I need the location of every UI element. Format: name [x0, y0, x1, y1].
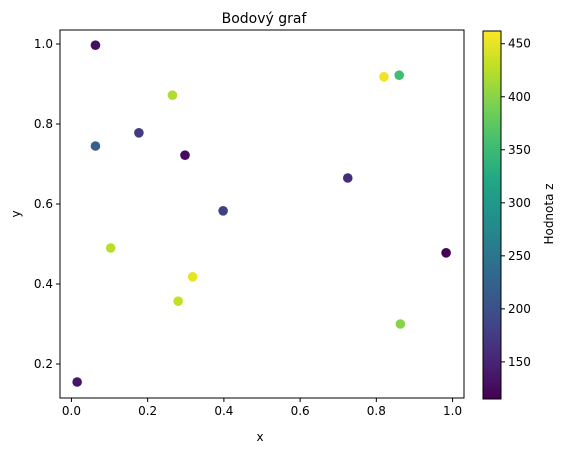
data-point	[72, 377, 82, 387]
data-point	[188, 272, 198, 282]
data-point	[168, 90, 178, 100]
data-point	[106, 243, 116, 253]
colorbar-tick-label: 250	[508, 249, 531, 263]
data-point	[343, 173, 353, 183]
data-point	[218, 206, 228, 216]
colorbar-tick-label: 450	[508, 37, 531, 51]
data-point	[134, 128, 144, 138]
data-point	[396, 319, 406, 329]
colorbar-tick-label: 300	[508, 196, 531, 210]
data-point	[173, 296, 183, 306]
x-axis-title: x	[256, 430, 263, 444]
y-axis-title: y	[9, 210, 23, 217]
data-point	[441, 248, 451, 258]
colorbar-tick-label: 400	[508, 90, 531, 104]
y-tick-label: 0.8	[34, 117, 53, 131]
x-tick-label: 0.8	[367, 404, 386, 418]
y-tick-label: 1.0	[34, 37, 53, 51]
data-point	[91, 40, 101, 50]
data-point	[379, 72, 389, 82]
x-tick-label: 1.0	[443, 404, 462, 418]
x-tick-label: 0.0	[62, 404, 81, 418]
colorbar-title: Hodnota z	[542, 183, 556, 244]
y-tick-label: 0.6	[34, 197, 53, 211]
y-tick-label: 0.4	[34, 277, 53, 291]
colorbar-tick-label: 200	[508, 302, 531, 316]
x-tick-label: 0.2	[138, 404, 157, 418]
chart-title: Bodový graf	[222, 11, 308, 27]
colorbar-tick-label: 350	[508, 143, 531, 157]
x-tick-label: 0.6	[291, 404, 310, 418]
data-point	[180, 150, 190, 160]
x-tick-label: 0.4	[214, 404, 233, 418]
y-tick-label: 0.2	[34, 357, 53, 371]
data-point	[394, 70, 404, 80]
data-point	[91, 141, 101, 151]
colorbar-tick-label: 150	[508, 355, 531, 369]
colorbar	[483, 31, 501, 399]
